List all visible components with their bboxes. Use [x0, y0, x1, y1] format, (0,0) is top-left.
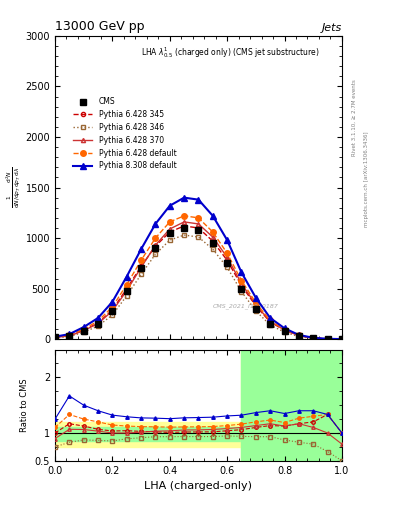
Legend: CMS, Pythia 6.428 345, Pythia 6.428 346, Pythia 6.428 370, Pythia 6.428 default,: CMS, Pythia 6.428 345, Pythia 6.428 346,…	[70, 94, 179, 174]
Text: Rivet 3.1.10, ≥ 2.7M events: Rivet 3.1.10, ≥ 2.7M events	[352, 79, 357, 156]
Text: mcplots.cern.ch [arXiv:1306.3436]: mcplots.cern.ch [arXiv:1306.3436]	[364, 132, 369, 227]
Text: CMS_2021_I1920187: CMS_2021_I1920187	[213, 303, 279, 309]
Text: Jets: Jets	[321, 23, 342, 33]
Y-axis label: $\frac{1}{\mathrm{d}N/\mathrm{d}p_T}\frac{\mathrm{d}^2N}{\mathrm{d}p_T\,\mathrm{: $\frac{1}{\mathrm{d}N/\mathrm{d}p_T}\fra…	[5, 167, 23, 208]
X-axis label: LHA (charged-only): LHA (charged-only)	[145, 481, 252, 491]
Y-axis label: Ratio to CMS: Ratio to CMS	[20, 378, 29, 432]
Text: 13000 GeV pp: 13000 GeV pp	[55, 20, 145, 33]
Text: LHA $\lambda^1_{0.5}$ (charged only) (CMS jet substructure): LHA $\lambda^1_{0.5}$ (charged only) (CM…	[141, 45, 320, 60]
